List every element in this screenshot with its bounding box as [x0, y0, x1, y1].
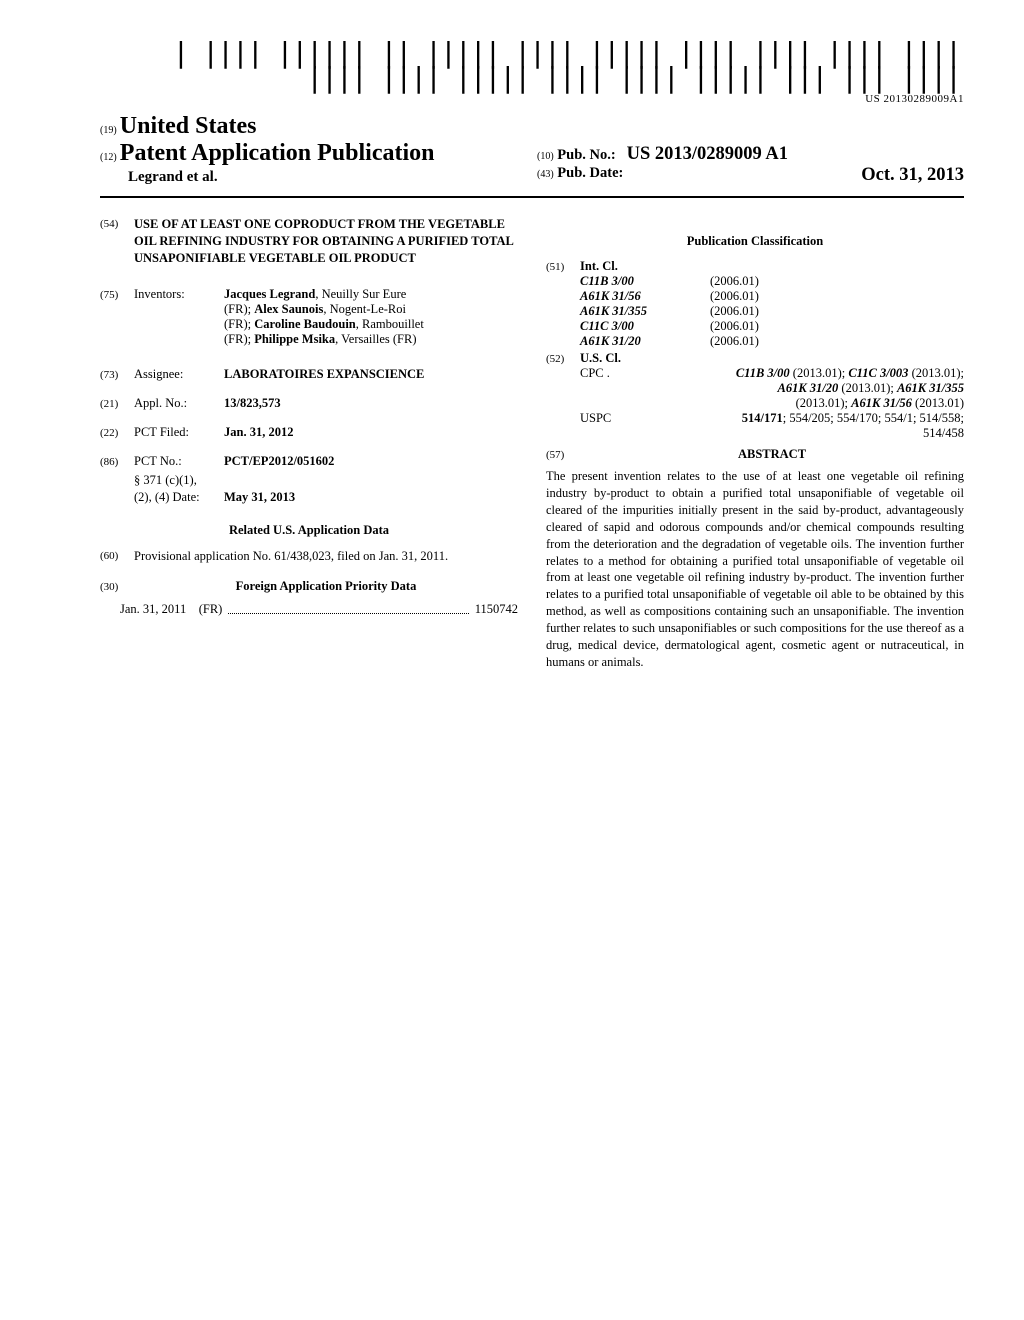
body-columns: (54) USE OF AT LEAST ONE COPRODUCT FROM …: [100, 216, 964, 671]
intcl-row: A61K 31/355(2006.01): [580, 304, 964, 319]
assignee-label: Assignee:: [134, 367, 224, 382]
field-86-sub2: (2), (4) Date: May 31, 2013: [100, 490, 518, 505]
field-num-54: (54): [100, 216, 134, 230]
intcl-code: C11C 3/00: [580, 319, 710, 334]
country: United States: [120, 113, 257, 139]
intcl-row: C11C 3/00(2006.01): [580, 319, 964, 334]
cpc-line: (2013.01); A61K 31/56 (2013.01): [580, 396, 964, 411]
intcl-date: (2006.01): [710, 334, 759, 349]
field-num-86: (86): [100, 454, 134, 468]
foreign-priority-row: Jan. 31, 2011 (FR) 1150742: [100, 602, 518, 617]
pctno-value: PCT/EP2012/051602: [224, 454, 518, 469]
field-num-57: (57): [546, 447, 580, 461]
document-type: Patent Application Publication: [120, 140, 435, 166]
intcl-code: C11B 3/00: [580, 274, 710, 289]
inventors-list: Jacques Legrand, Neuilly Sur Eure(FR); A…: [224, 287, 518, 347]
inventor-line: (FR); Philippe Msika, Versailles (FR): [224, 332, 518, 347]
pctfiled-value: Jan. 31, 2012: [224, 425, 518, 440]
barcode-graphic: | |||| |||||| || ||||| |||| ||||| |||| |…: [100, 40, 964, 90]
intcl-list: C11B 3/00(2006.01)A61K 31/56(2006.01)A61…: [580, 274, 964, 349]
barcode-number: US 20130289009A1: [100, 93, 964, 105]
foreign-heading: Foreign Application Priority Data: [134, 579, 518, 594]
uspc-line: 514/458: [580, 426, 964, 441]
field-num-52: (52): [546, 351, 580, 365]
field-num-60: (60): [100, 548, 134, 562]
field-21: (21) Appl. No.: 13/823,573: [100, 396, 518, 411]
intcl-date: (2006.01): [710, 319, 759, 334]
foreign-date: Jan. 31, 2011: [120, 602, 186, 617]
field-num-21: (21): [100, 396, 134, 410]
pub-no-value: US 2013/0289009 A1: [627, 144, 788, 164]
abstract-label: ABSTRACT: [580, 447, 964, 462]
header: (19) United States (12) Patent Applicati…: [100, 113, 964, 192]
pctno-label: PCT No.:: [134, 454, 224, 469]
intcl-code: A61K 31/20: [580, 334, 710, 349]
field-num-19: (19): [100, 125, 117, 136]
intcl-code: A61K 31/56: [580, 289, 710, 304]
foreign-country: (FR): [199, 602, 223, 617]
field-75: (75) Inventors: Jacques Legrand, Neuilly…: [100, 287, 518, 347]
pctfiled-label: PCT Filed:: [134, 425, 224, 440]
s371-line2-label: (2), (4) Date:: [134, 490, 224, 505]
field-86: (86) PCT No.: PCT/EP2012/051602: [100, 454, 518, 469]
cpc-line: CPC . C11B 3/00 (2013.01); C11C 3/003 (2…: [580, 366, 964, 381]
intcl-date: (2006.01): [710, 274, 759, 289]
applno-value: 13/823,573: [224, 396, 518, 411]
intcl-code: A61K 31/355: [580, 304, 710, 319]
inventor-line: (FR); Alex Saunois, Nogent-Le-Roi: [224, 302, 518, 317]
applno-label: Appl. No.:: [134, 396, 224, 411]
pub-no-label: Pub. No.:: [557, 147, 615, 163]
field-num-51: (51): [546, 259, 580, 273]
dotted-leader: [228, 603, 468, 614]
right-column: Publication Classification (51) Int. Cl.…: [546, 216, 964, 671]
field-num-22: (22): [100, 425, 134, 439]
intcl-row: A61K 31/20(2006.01): [580, 334, 964, 349]
field-73: (73) Assignee: LABORATOIRES EXPANSCIENCE: [100, 367, 518, 382]
barcode-area: | |||| |||||| || ||||| |||| ||||| |||| |…: [100, 40, 964, 105]
pub-date-value: Oct. 31, 2013: [861, 165, 964, 186]
field-52: (52) U.S. Cl. CPC . C11B 3/00 (2013.01);…: [546, 351, 964, 441]
field-num-75: (75): [100, 287, 134, 301]
cpc-block: CPC . C11B 3/00 (2013.01); C11C 3/003 (2…: [580, 366, 964, 411]
field-num-10: (10): [537, 151, 554, 162]
intcl-row: C11B 3/00(2006.01): [580, 274, 964, 289]
authors-line: Legrand et al.: [100, 169, 527, 186]
field-num-12: (12): [100, 152, 117, 163]
classification-heading: Publication Classification: [546, 234, 964, 249]
inventor-line: (FR); Caroline Baudouin, Rambouillet: [224, 317, 518, 332]
cpc-line: A61K 31/20 (2013.01); A61K 31/355: [580, 381, 964, 396]
s371-line2-value: May 31, 2013: [224, 490, 518, 505]
left-column: (54) USE OF AT LEAST ONE COPRODUCT FROM …: [100, 216, 518, 671]
assignee-value: LABORATOIRES EXPANSCIENCE: [224, 367, 518, 382]
field-86-sub: § 371 (c)(1),: [100, 473, 518, 488]
invention-title: USE OF AT LEAST ONE COPRODUCT FROM THE V…: [134, 216, 518, 267]
inventors-label: Inventors:: [134, 287, 224, 302]
intcl-date: (2006.01): [710, 304, 759, 319]
foreign-heading-row: (30) Foreign Application Priority Data: [100, 579, 518, 594]
field-num-73: (73): [100, 367, 134, 381]
uspc-line: USPC 514/171; 554/205; 554/170; 554/1; 5…: [580, 411, 964, 426]
abstract-text: The present invention relates to the use…: [546, 468, 964, 671]
field-60: (60) Provisional application No. 61/438,…: [100, 548, 518, 565]
intcl-row: A61K 31/56(2006.01): [580, 289, 964, 304]
inventor-line: Jacques Legrand, Neuilly Sur Eure: [224, 287, 518, 302]
field-22: (22) PCT Filed: Jan. 31, 2012: [100, 425, 518, 440]
intcl-label: Int. Cl.: [580, 259, 964, 274]
pub-date-label: Pub. Date:: [557, 165, 623, 181]
foreign-number: 1150742: [475, 602, 518, 617]
field-num-43: (43): [537, 169, 554, 180]
provisional-text: Provisional application No. 61/438,023, …: [134, 548, 518, 565]
field-51: (51) Int. Cl. C11B 3/00(2006.01)A61K 31/…: [546, 259, 964, 349]
header-rule: [100, 196, 964, 198]
related-heading: Related U.S. Application Data: [100, 523, 518, 538]
field-num-30: (30): [100, 579, 134, 593]
uscl-label: U.S. Cl.: [580, 351, 964, 366]
field-54: (54) USE OF AT LEAST ONE COPRODUCT FROM …: [100, 216, 518, 267]
patent-cover-page: | |||| |||||| || ||||| |||| ||||| |||| |…: [0, 0, 1024, 711]
uspc-block: USPC 514/171; 554/205; 554/170; 554/1; 5…: [580, 411, 964, 441]
s371-line1: § 371 (c)(1),: [134, 473, 518, 488]
field-57: (57) ABSTRACT: [546, 447, 964, 466]
intcl-date: (2006.01): [710, 289, 759, 304]
